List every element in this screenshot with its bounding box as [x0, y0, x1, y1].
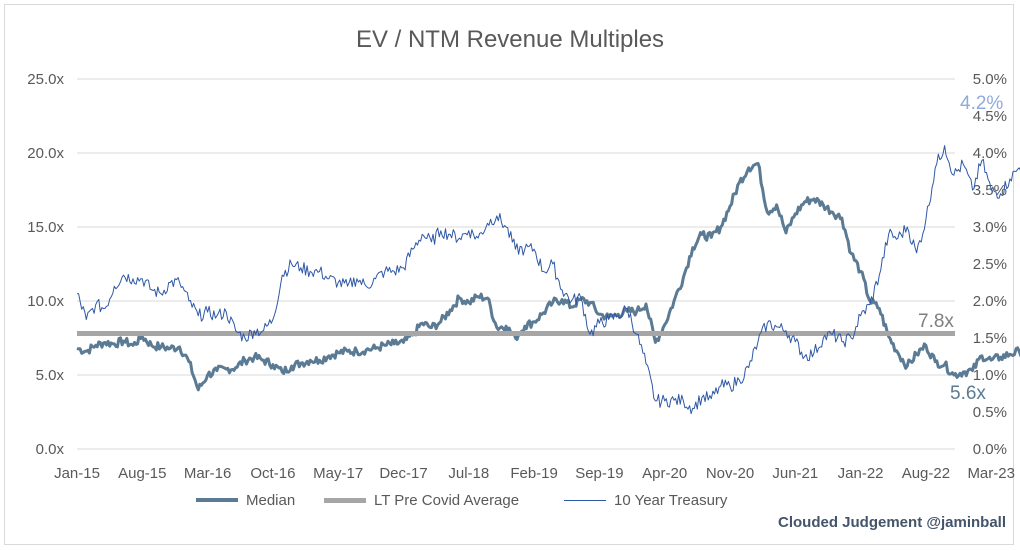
legend-label-median: Median: [246, 491, 296, 509]
y-tick-label-left: 25.0x: [27, 71, 64, 88]
x-tick-label: Jul-18: [448, 465, 489, 482]
x-tick-label: Oct-16: [250, 465, 295, 482]
y-tick-label-right: 2.5%: [973, 256, 1007, 273]
legend-item-lt-average: LT Pre Covid Average: [324, 488, 519, 512]
y-tick-label-left: 10.0x: [27, 293, 64, 310]
chart-title: EV / NTM Revenue Multiples: [355, 26, 665, 53]
x-tick-label: Jun-21: [772, 465, 818, 482]
end-label-treasury: 4.2%: [960, 93, 1003, 114]
x-tick-label: Dec-17: [379, 465, 427, 482]
x-tick-label: May-17: [313, 465, 363, 482]
legend-swatch-lt-average: [324, 497, 366, 503]
legend-label-treasury: 10 Year Treasury: [614, 491, 728, 509]
x-tick-label: Feb-19: [510, 465, 558, 482]
y-tick-label-right: 3.0%: [973, 219, 1007, 236]
y-tick-label-right: 3.5%: [973, 182, 1007, 199]
x-tick-label: Aug-22: [902, 465, 950, 482]
x-tick-label: Aug-15: [118, 465, 166, 482]
series-layer: [76, 145, 1020, 415]
chart-frame: [4, 4, 1014, 545]
end-label-lt-average: 7.8x: [918, 311, 954, 332]
legend-swatch-median: [196, 498, 238, 502]
x-tick-label: Jan-15: [54, 465, 100, 482]
legend-label-lt-average: LT Pre Covid Average: [374, 491, 520, 509]
end-labels: 5.6x 7.8x 4.2%: [918, 93, 1003, 404]
y-tick-label-left: 0.0x: [36, 441, 65, 458]
x-tick-label: Sep-19: [575, 465, 623, 482]
y-axis-right: 0.0% 0.5% 1.0% 1.5% 2.0% 2.5% 3.0% 3.5% 4.0% 4.5%…: [973, 71, 1007, 458]
y-tick-label-left: 5.0x: [36, 367, 65, 384]
y-tick-label-right: 0.0%: [973, 441, 1007, 458]
legend-item-median: Median: [196, 488, 295, 512]
x-tick-label: Nov-20: [706, 465, 754, 482]
x-axis: Jan-15 Aug-15 Mar-16 Oct-16 May-17 Dec-17 Jul-…: [54, 465, 1015, 482]
x-tick-label: Jan-22: [838, 465, 884, 482]
series-line-0: [76, 161, 1020, 392]
y-tick-label-left: 15.0x: [27, 219, 64, 236]
y-tick-label-right: 1.0%: [973, 367, 1007, 384]
gridlines: [77, 78, 955, 450]
x-tick-label: Mar-16: [184, 465, 232, 482]
legend-item-treasury: 10 Year Treasury: [564, 488, 727, 512]
y-tick-label-right: 0.5%: [973, 404, 1007, 421]
legend-swatch-treasury: [564, 499, 606, 501]
y-tick-label-right: 4.0%: [973, 145, 1007, 162]
series-line-2: [76, 145, 1020, 415]
y-tick-label-right: 4.5%: [973, 108, 1007, 125]
legend: Median LT Pre Covid Average 10 Year Trea…: [0, 488, 1020, 512]
y-tick-label-right: 2.0%: [973, 293, 1007, 310]
end-label-median: 5.6x: [950, 383, 986, 404]
x-tick-label: Mar-23: [967, 465, 1015, 482]
y-tick-label-right: 5.0%: [973, 71, 1007, 88]
y-axis-left: 0.0x 5.0x 10.0x 15.0x 20.0x 25.0x: [27, 71, 64, 458]
y-tick-label-right: 1.5%: [973, 330, 1007, 347]
x-tick-label: Apr-20: [642, 465, 687, 482]
credit-text: Clouded Judgement @jaminball: [778, 514, 1006, 531]
y-tick-label-left: 20.0x: [27, 145, 64, 162]
